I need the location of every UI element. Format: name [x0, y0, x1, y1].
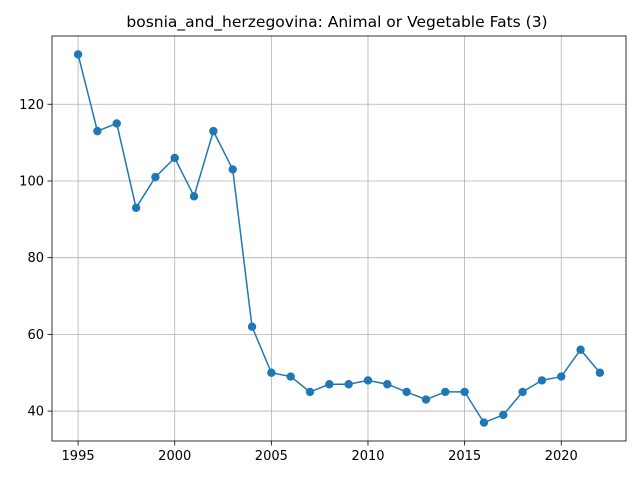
y-tick-label: 100: [19, 174, 44, 189]
data-point: [151, 172, 160, 182]
data-point: [595, 368, 605, 377]
data-point: [209, 126, 218, 136]
data-point: [73, 50, 83, 59]
data-point: [189, 192, 199, 201]
axes: [51, 35, 627, 442]
data-point: [131, 203, 141, 213]
data-point: [441, 387, 450, 397]
data-point: [460, 387, 469, 397]
data-point: [499, 410, 508, 420]
x-tick-label: 2000: [158, 449, 191, 464]
data-point: [93, 126, 102, 136]
data-point: [537, 376, 547, 385]
x-tick-label: 2020: [545, 449, 578, 464]
grid: [52, 36, 626, 441]
y-tick-label: 40: [27, 405, 44, 420]
data-point: [421, 395, 431, 404]
y-tick-label: 120: [19, 98, 44, 113]
series-line: [77, 54, 601, 424]
plot-frame: [51, 35, 627, 442]
data-point: [557, 372, 566, 381]
y-tick-label: 60: [27, 328, 44, 343]
data-point: [344, 380, 353, 389]
data-point: [402, 387, 411, 397]
data-point: [363, 376, 373, 385]
data-point: [286, 372, 295, 381]
x-tick-label: 1995: [62, 449, 95, 464]
data-point: [112, 119, 121, 128]
data-point: [170, 153, 179, 163]
x-tick-label: 2005: [255, 449, 288, 464]
ticks: 1995 2000 2005 2010 2015 2020 40 60 80 100 120: [19, 98, 578, 464]
data-point: [247, 322, 257, 331]
data-point: [576, 345, 585, 354]
chart-title: bosnia_and_herzegovina: Animal or Vegeta…: [126, 13, 547, 32]
data-point: [518, 387, 527, 397]
data-point: [228, 165, 237, 174]
data-point: [325, 380, 334, 389]
data-point: [305, 387, 315, 397]
x-tick-label: 2015: [448, 449, 481, 464]
y-tick-label: 80: [27, 251, 44, 266]
data-point: [479, 418, 489, 427]
data-point: [267, 368, 276, 377]
series: [73, 50, 605, 427]
x-tick-label: 2010: [351, 449, 384, 464]
data-point: [383, 380, 392, 389]
